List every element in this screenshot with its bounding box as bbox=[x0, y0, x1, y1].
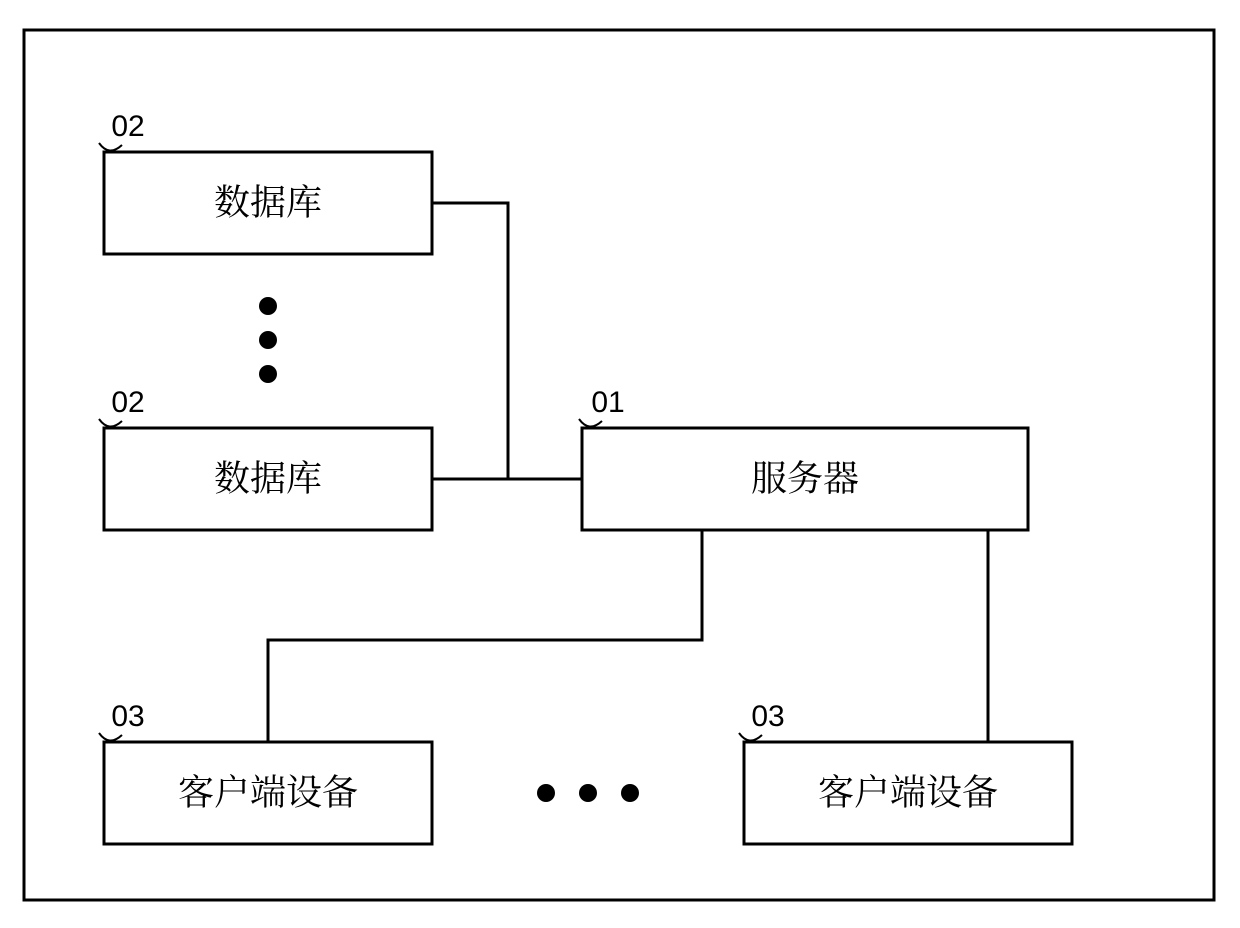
node-label: 客户端设备 bbox=[818, 764, 998, 815]
node-ref-number: 03 bbox=[111, 700, 144, 733]
node-ref-number: 03 bbox=[751, 700, 784, 733]
ellipsis-dot bbox=[579, 784, 597, 802]
ref-tick-icon bbox=[99, 143, 122, 151]
node-client_r: 客户端设备 03 bbox=[739, 700, 1072, 844]
ref-tick-icon bbox=[579, 419, 602, 427]
connector-db_top-server bbox=[432, 203, 582, 479]
node-ref-number: 02 bbox=[111, 386, 144, 419]
node-ref-number: 01 bbox=[591, 386, 624, 419]
ellipsis-dot bbox=[537, 784, 555, 802]
node-db_bot: 数据库 02 bbox=[99, 386, 432, 530]
ellipsis-horizontal bbox=[537, 784, 639, 802]
node-label: 数据库 bbox=[214, 450, 322, 501]
ellipsis-dot bbox=[259, 365, 277, 383]
ref-tick-icon bbox=[99, 733, 122, 741]
node-ref-number: 02 bbox=[111, 110, 144, 143]
node-label: 数据库 bbox=[214, 174, 322, 225]
node-label: 服务器 bbox=[751, 450, 859, 501]
ellipsis-vertical bbox=[259, 297, 277, 383]
ref-tick-icon bbox=[739, 733, 762, 741]
ref-tick-icon bbox=[99, 419, 122, 427]
node-label: 客户端设备 bbox=[178, 764, 358, 815]
connector-server-client_l bbox=[268, 530, 702, 742]
node-server: 服务器 01 bbox=[579, 386, 1028, 530]
node-client_l: 客户端设备 03 bbox=[99, 700, 432, 844]
node-db_top: 数据库 02 bbox=[99, 110, 432, 254]
ellipsis-dot bbox=[259, 297, 277, 315]
ellipsis-dot bbox=[259, 331, 277, 349]
ellipsis-dot bbox=[621, 784, 639, 802]
diagram-canvas: 数据库 02 数据库 02 服务器 01 客户端设备 03 客户端设备 03 bbox=[0, 0, 1240, 928]
